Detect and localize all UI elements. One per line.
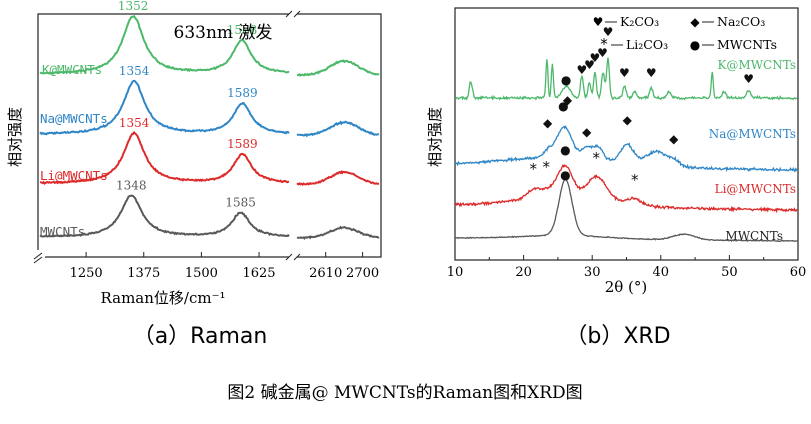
xrd-chart: ●♥♥♥♥♥♥ ♥ ♥◆●◆◆◆◆* *● **● K@MWCNTsNa@MWCNTsL…	[426, 7, 807, 296]
xrd-marker-k-mwcnts-8: ♥	[743, 72, 754, 86]
xrd-marker-li-mwcnts-3: *	[593, 149, 601, 167]
xrd-series-label-mwcnts: MWCNTs	[725, 229, 783, 243]
axis-break-slash-5	[33, 256, 43, 264]
xrd-marker-k-mwcnts-0: ●	[561, 73, 571, 87]
axis-break-slash-2	[285, 253, 293, 261]
raman-line-mwcnts	[39, 194, 290, 238]
raman-peak-label-na-mwcnts-1: 1589	[227, 86, 258, 100]
raman-series-label-na-mwcnts: Na@MWCNTs	[40, 111, 108, 126]
xrd-series-label-na-mwcnts: Na@MWCNTs	[709, 127, 796, 141]
xrd-line-na-mwcnts	[454, 125, 798, 173]
raman-xtick-label-1625: 1625	[242, 266, 275, 281]
axis-break-slash-0	[285, 10, 293, 18]
xrd-xtick-label-20: 20	[515, 265, 532, 280]
raman-xtick-label-2700: 2700	[346, 266, 379, 281]
axis-break-gap	[289, 8, 297, 264]
legend-symbol-0: ♥	[593, 15, 604, 29]
xrd-marker-na-mwcnts-4: ◆	[623, 113, 633, 127]
axis-break-slash-4	[33, 252, 43, 260]
axis-break-marks	[33, 10, 301, 264]
raman-xtick-label-1250: 1250	[70, 266, 103, 281]
xrd-marker-k-mwcnts-4: ♥	[597, 46, 608, 60]
raman-line-2d-k-mwcnts	[296, 59, 380, 77]
raman-xtick-label-1500: 1500	[185, 266, 218, 281]
raman-ylabel: 相对强度	[6, 107, 24, 167]
xrd-marker-li-mwcnts-4: *	[631, 171, 639, 189]
xrd-marker-na-mwcnts-5: ◆	[669, 132, 679, 146]
xrd-line-li-mwcnts	[454, 163, 798, 214]
xrd-marker-mwcnts-0: ●	[560, 168, 570, 182]
raman-xlabel: Raman位移/cm⁻¹	[100, 289, 225, 307]
raman-line-k-mwcnts	[39, 15, 290, 75]
raman-line-2d-li-mwcnts	[296, 170, 380, 187]
xrd-xtick-label-10: 10	[447, 265, 464, 280]
xrd-marker-k-mwcnts-1: ♥	[577, 63, 588, 77]
raman-peak-label-mwcnts-0: 1348	[116, 178, 147, 192]
raman-line-2d-na-mwcnts	[296, 120, 380, 138]
xrd-xtick-label-40: 40	[653, 265, 670, 280]
axis-break-gap-left	[33, 250, 45, 262]
raman-series-label-k-mwcnts: K@MWCNTs	[42, 62, 102, 77]
raman-series-label-mwcnts: MWCNTs	[40, 224, 85, 239]
axis-break-slash-1	[293, 10, 301, 18]
xrd-series-label-li-mwcnts: Li@MWCNTs	[715, 182, 796, 196]
legend-label-3: MWCNTs	[717, 37, 777, 52]
raman-peak-label-k-mwcnts-0: 1352	[118, 0, 149, 13]
xrd-xlabel: 2θ (°)	[605, 278, 648, 296]
raman-peak-label-k-mwcnts-1: 1588	[227, 23, 258, 37]
xrd-marker-k-mwcnts-2: ♥	[584, 58, 595, 72]
raman-series-label-li-mwcnts: Li@MWCNTs	[40, 168, 108, 183]
xrd-marker-k-mwcnts-6: ♥	[619, 66, 630, 80]
legend-label-0: K₂CO₃	[620, 14, 659, 29]
xrd-marker-na-mwcnts-0: ◆	[543, 116, 553, 130]
xrd-marker-k-mwcnts-3: ♥	[590, 51, 601, 65]
axis-break-slash-3	[293, 253, 301, 261]
legend-symbol-1: ◆	[690, 15, 700, 29]
figure-caption: 图2 碱金属@ MWCNTs的Raman图和XRD图	[227, 383, 582, 403]
xrd-xtick-label-60: 60	[790, 265, 807, 280]
legend-label-2: Li₂CO₃	[626, 37, 668, 52]
raman-xtick-label-1375: 1375	[127, 266, 160, 281]
legend-symbol-2: *	[600, 35, 608, 53]
raman-title: 633nm 激发	[174, 23, 273, 43]
legend-label-1: Na₂CO₃	[717, 14, 765, 29]
raman-xtick-label-2610: 2610	[309, 266, 342, 281]
raman-peak-label-li-mwcnts-1: 1589	[227, 137, 258, 151]
raman-peak-label-mwcnts-1: 1585	[225, 196, 256, 210]
xrd-marker-li-mwcnts-0: *	[529, 160, 537, 178]
xrd-line-mwcnts	[454, 178, 798, 243]
xrd-legend: ♥ K₂CO₃ ◆ Na₂CO₃ * Li₂CO₃ ● MWCNTs	[593, 14, 777, 53]
xrd-ylabel: 相对强度	[426, 107, 444, 167]
raman-line-2d-mwcnts	[296, 225, 380, 240]
xrd-marker-li-mwcnts-2: ●	[560, 143, 570, 157]
raman-peak-label-li-mwcnts-0: 1354	[119, 116, 150, 130]
xrd-caption: （b）XRD	[565, 324, 670, 349]
legend-symbol-3: ●	[690, 38, 700, 52]
raman-line-li-mwcnts	[39, 130, 290, 185]
xrd-marker-na-mwcnts-2: ◆	[563, 93, 573, 107]
raman-frame	[37, 13, 382, 258]
xrd-marker-na-mwcnts-3: ◆	[582, 125, 592, 139]
xrd-marker-na-mwcnts-1: ●	[558, 99, 568, 113]
xrd-series-label-k-mwcnts: K@MWCNTs	[717, 58, 796, 72]
xrd-marker-k-mwcnts-5: ♥	[603, 25, 614, 39]
xrd-marker-k-mwcnts-7: ♥	[646, 66, 657, 80]
raman-peak-label-na-mwcnts-0: 1354	[119, 64, 150, 78]
xrd-xtick-label-50: 50	[721, 265, 738, 280]
xrd-xtick-label-30: 30	[584, 265, 601, 280]
xrd-marker-li-mwcnts-1: *	[542, 158, 550, 176]
raman-chart: 1352 1588 1354 1589 1354 1589 1348 1585 K@MWCNT…	[6, 0, 382, 307]
xrd-line-k-mwcnts	[454, 57, 798, 101]
raman-line-na-mwcnts	[39, 79, 290, 136]
raman-caption: （a）Raman	[133, 324, 268, 349]
